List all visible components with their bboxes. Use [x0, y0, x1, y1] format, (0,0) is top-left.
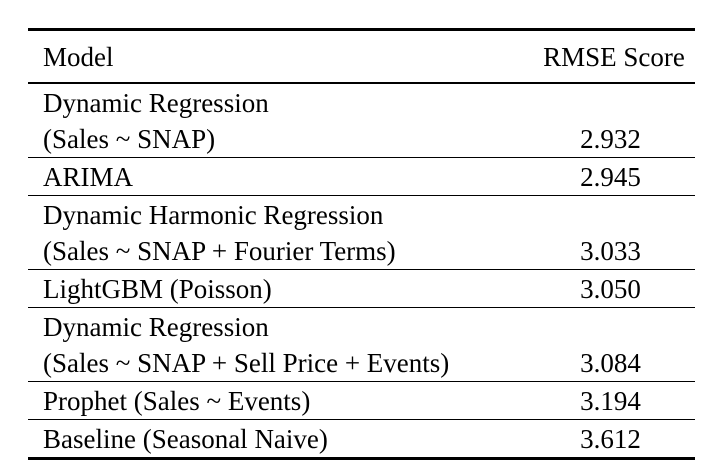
row-rule — [28, 307, 695, 308]
model-cell: Dynamic Regression (Sales ~ SNAP + Sell … — [28, 309, 533, 381]
model-name: Prophet (Sales ~ Events) — [43, 386, 311, 416]
header-row: Model RMSE Score — [28, 31, 695, 82]
model-cell: ARIMA — [28, 159, 533, 195]
model-name: Dynamic Regression — [43, 88, 269, 118]
model-cell: Dynamic Harmonic Regression (Sales ~ SNA… — [28, 197, 533, 269]
table-row: Prophet (Sales ~ Events) 3.194 — [28, 382, 695, 419]
model-name: ARIMA — [43, 162, 134, 192]
rmse-value: 3.050 — [580, 274, 641, 304]
model-name: Dynamic Regression — [43, 312, 269, 342]
model-name: LightGBM (Poisson) — [43, 274, 272, 304]
row-rule — [28, 269, 695, 270]
model-formula: (Sales ~ SNAP + Fourier Terms) — [43, 236, 396, 266]
model-cell: LightGBM (Poisson) — [28, 271, 533, 307]
rmse-value: 2.932 — [580, 124, 641, 154]
model-cell: Prophet (Sales ~ Events) — [28, 383, 533, 419]
bottom-rule — [28, 457, 695, 460]
row-rule — [28, 157, 695, 158]
rmse-value: 3.612 — [580, 424, 641, 454]
rmse-value: 2.945 — [580, 162, 641, 192]
rmse-value: 3.033 — [580, 236, 641, 266]
rmse-value: 3.084 — [580, 348, 641, 378]
table-row: Dynamic Regression (Sales ~ SNAP + Sell … — [28, 308, 695, 381]
top-rule — [28, 28, 695, 31]
row-rule — [28, 419, 695, 420]
table-row: LightGBM (Poisson) 3.050 — [28, 270, 695, 307]
row-rule — [28, 195, 695, 196]
rmse-value: 3.194 — [580, 386, 641, 416]
model-formula: (Sales ~ SNAP) — [43, 124, 216, 154]
table-row: Dynamic Regression (Sales ~ SNAP) 2.932 — [28, 84, 695, 157]
model-formula: (Sales ~ SNAP + Sell Price + Events) — [43, 348, 450, 378]
header-model: Model — [43, 41, 114, 72]
results-table: Model RMSE Score Dynamic Regression (Sal… — [28, 28, 695, 460]
model-cell: Dynamic Regression (Sales ~ SNAP) — [28, 85, 533, 157]
model-name: Dynamic Harmonic Regression — [43, 200, 384, 230]
model-name: Baseline (Seasonal Naive) — [43, 424, 328, 454]
model-cell: Baseline (Seasonal Naive) — [28, 421, 533, 457]
table-row: ARIMA 2.945 — [28, 158, 695, 195]
table-row: Dynamic Harmonic Regression (Sales ~ SNA… — [28, 196, 695, 269]
header-score: RMSE Score — [543, 41, 685, 72]
row-rule — [28, 381, 695, 382]
header-rule — [28, 82, 695, 84]
table-row: Baseline (Seasonal Naive) 3.612 — [28, 420, 695, 457]
